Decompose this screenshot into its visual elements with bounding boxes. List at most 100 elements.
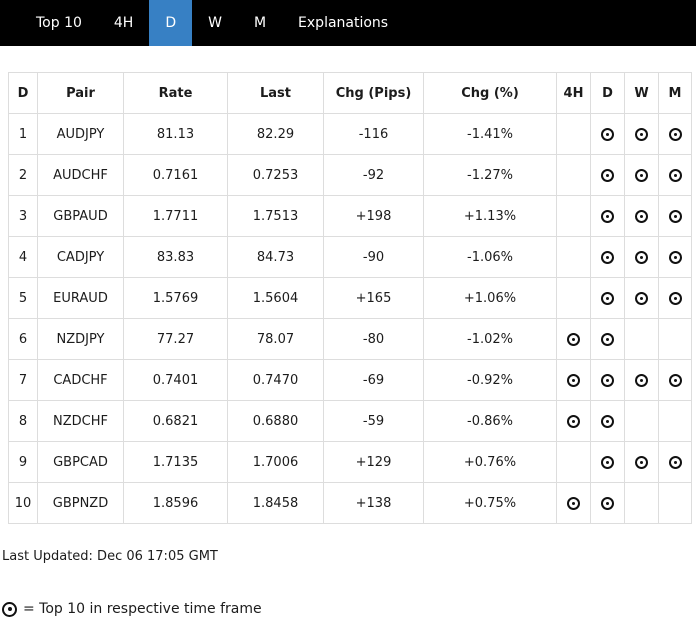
column-header-6: 4H bbox=[556, 72, 591, 114]
top10-marker-icon bbox=[567, 373, 580, 387]
cell-rate: 81.13 bbox=[123, 113, 228, 155]
top10-marker-icon bbox=[601, 332, 614, 346]
cell-pair: AUDJPY bbox=[37, 113, 124, 155]
column-header-0: D bbox=[8, 72, 38, 114]
top10-marker-icon bbox=[2, 601, 17, 617]
cell-chg_pct: +1.13% bbox=[423, 195, 557, 237]
cell-rate: 1.5769 bbox=[123, 277, 228, 319]
top10-marker-icon bbox=[635, 127, 648, 141]
tab-d[interactable]: D bbox=[149, 0, 193, 46]
top10-marker-icon bbox=[601, 168, 614, 182]
cell-tf_w-marker bbox=[624, 441, 659, 483]
cell-rank: 9 bbox=[8, 441, 38, 483]
cell-rate: 0.6821 bbox=[123, 400, 228, 442]
cell-tf_w-marker bbox=[624, 400, 659, 442]
cell-tf_4h-marker bbox=[556, 318, 591, 360]
column-header-7: D bbox=[590, 72, 625, 114]
cell-tf_4h-marker bbox=[556, 195, 591, 237]
top10-marker-icon bbox=[601, 250, 614, 264]
top10-marker-icon bbox=[635, 168, 648, 182]
top10-marker-icon bbox=[668, 250, 682, 264]
tab-m[interactable]: M bbox=[253, 15, 267, 31]
cell-tf_m-marker bbox=[658, 400, 692, 442]
cell-pair: NZDCHF bbox=[37, 400, 124, 442]
top10-marker-icon bbox=[635, 373, 648, 387]
cell-rank: 3 bbox=[8, 195, 38, 237]
cell-rank: 2 bbox=[8, 154, 38, 196]
cell-tf_m-marker bbox=[658, 277, 692, 319]
cell-chg_pct: -1.41% bbox=[423, 113, 557, 155]
top10-marker-icon bbox=[635, 455, 648, 469]
table-row-nzdchf: 8 NZDCHF 0.6821 0.6880 -59 -0.86% bbox=[8, 400, 692, 442]
cell-rank: 10 bbox=[8, 482, 38, 524]
cell-tf_4h-marker bbox=[556, 277, 591, 319]
cell-rank: 8 bbox=[8, 400, 38, 442]
top10-marker-icon bbox=[668, 291, 682, 305]
cell-pair: EURAUD bbox=[37, 277, 124, 319]
cell-tf_d-marker bbox=[590, 359, 625, 401]
table-row-gbpcad: 9 GBPCAD 1.7135 1.7006 +129 +0.76% bbox=[8, 441, 692, 483]
cell-tf_d-marker bbox=[590, 113, 625, 155]
cell-last: 78.07 bbox=[227, 318, 324, 360]
cell-tf_m-marker bbox=[658, 154, 692, 196]
cell-last: 0.7253 bbox=[227, 154, 324, 196]
cell-rate: 1.7135 bbox=[123, 441, 228, 483]
cell-chg_pct: -0.92% bbox=[423, 359, 557, 401]
tab-explanations[interactable]: Explanations bbox=[298, 15, 389, 31]
cell-chg_pct: +1.06% bbox=[423, 277, 557, 319]
tab-top-10[interactable]: Top 10 bbox=[36, 15, 82, 31]
cell-pair: GBPCAD bbox=[37, 441, 124, 483]
cell-chg_pips: +138 bbox=[323, 482, 424, 524]
cell-tf_w-marker bbox=[624, 482, 659, 524]
cell-chg_pct: -0.86% bbox=[423, 400, 557, 442]
cell-rate: 1.7711 bbox=[123, 195, 228, 237]
top10-marker-icon bbox=[668, 455, 682, 469]
column-header-5: Chg (%) bbox=[423, 72, 557, 114]
cell-pair: CADCHF bbox=[37, 359, 124, 401]
cell-rate: 1.8596 bbox=[123, 482, 228, 524]
top10-marker-icon bbox=[601, 373, 614, 387]
table-row-cadjpy: 4 CADJPY 83.83 84.73 -90 -1.06% bbox=[8, 236, 692, 278]
top10-marker-icon bbox=[668, 168, 682, 182]
top10-marker-icon bbox=[601, 291, 614, 305]
cell-tf_w-marker bbox=[624, 359, 659, 401]
column-header-8: W bbox=[624, 72, 659, 114]
table-row-cadchf: 7 CADCHF 0.7401 0.7470 -69 -0.92% bbox=[8, 359, 692, 401]
cell-tf_d-marker bbox=[590, 482, 625, 524]
top10-marker-icon bbox=[668, 127, 682, 141]
cell-last: 1.7513 bbox=[227, 195, 324, 237]
top10-marker-icon bbox=[567, 332, 580, 346]
cell-rank: 7 bbox=[8, 359, 38, 401]
top10-marker-icon bbox=[601, 414, 614, 428]
table-row-gbpnzd: 10 GBPNZD 1.8596 1.8458 +138 +0.75% bbox=[8, 482, 692, 524]
cell-rate: 0.7161 bbox=[123, 154, 228, 196]
top10-marker-icon bbox=[601, 455, 614, 469]
cell-chg_pct: +0.75% bbox=[423, 482, 557, 524]
cell-chg_pips: -92 bbox=[323, 154, 424, 196]
table-body: 1 AUDJPY 81.13 82.29 -116 -1.41% 2 AUDCHF 0.7161… bbox=[8, 113, 692, 524]
cell-tf_4h-marker bbox=[556, 359, 591, 401]
column-header-3: Last bbox=[227, 72, 324, 114]
cell-tf_m-marker bbox=[658, 359, 692, 401]
cell-rate: 77.27 bbox=[123, 318, 228, 360]
table-row-audchf: 2 AUDCHF 0.7161 0.7253 -92 -1.27% bbox=[8, 154, 692, 196]
cell-tf_m-marker bbox=[658, 236, 692, 278]
cell-chg_pips: +198 bbox=[323, 195, 424, 237]
top10-marker-icon bbox=[567, 414, 580, 428]
tab-4h[interactable]: 4H bbox=[113, 15, 134, 31]
cell-chg_pct: +0.76% bbox=[423, 441, 557, 483]
cell-tf_4h-marker bbox=[556, 113, 591, 155]
cell-tf_4h-marker bbox=[556, 482, 591, 524]
cell-tf_d-marker bbox=[590, 154, 625, 196]
cell-tf_d-marker bbox=[590, 236, 625, 278]
cell-pair: GBPNZD bbox=[37, 482, 124, 524]
cell-chg_pips: -59 bbox=[323, 400, 424, 442]
cell-tf_4h-marker bbox=[556, 154, 591, 196]
cell-tf_w-marker bbox=[624, 154, 659, 196]
cell-tf_w-marker bbox=[624, 236, 659, 278]
tab-w[interactable]: W bbox=[208, 15, 222, 31]
table-row-euraud: 5 EURAUD 1.5769 1.5604 +165 +1.06% bbox=[8, 277, 692, 319]
cell-tf_w-marker bbox=[624, 195, 659, 237]
cell-tf_d-marker bbox=[590, 318, 625, 360]
top10-marker-icon bbox=[601, 127, 614, 141]
